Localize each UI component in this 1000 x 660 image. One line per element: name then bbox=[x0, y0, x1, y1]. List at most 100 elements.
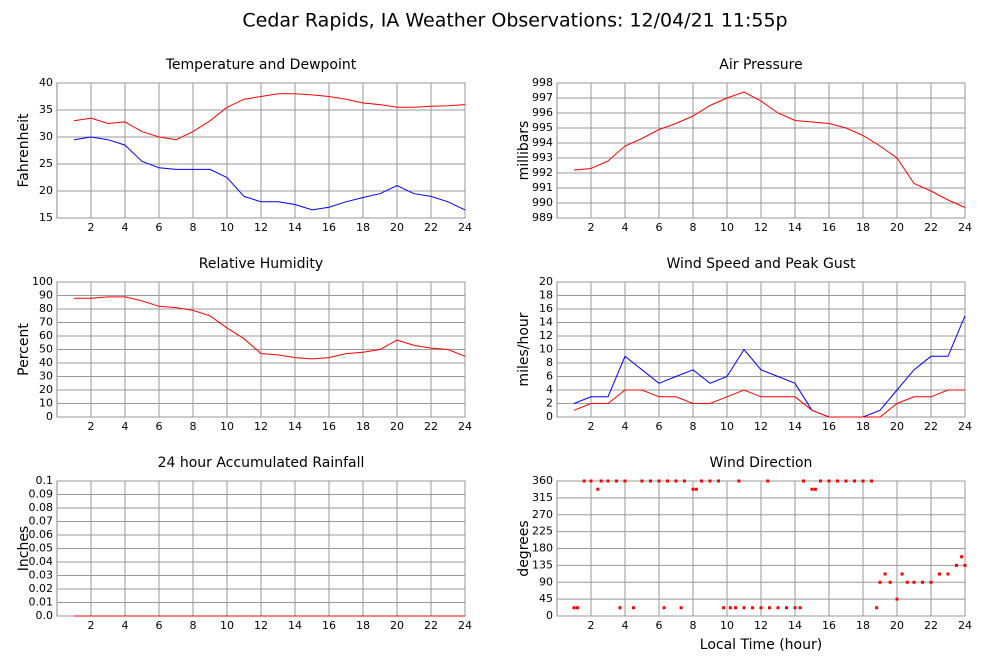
y-tick-label: 80 bbox=[39, 302, 53, 315]
y-tick-label: 180 bbox=[532, 542, 553, 555]
point bbox=[946, 572, 950, 576]
chart-title: 24 hour Accumulated Rainfall bbox=[158, 455, 365, 471]
point bbox=[582, 479, 586, 483]
chart-title: Temperature and Dewpoint bbox=[165, 57, 357, 73]
point bbox=[632, 606, 635, 610]
data-line bbox=[573, 91, 966, 208]
page-title: Cedar Rapids, IA Weather Observations: 1… bbox=[242, 10, 787, 32]
chart-title: Wind Direction bbox=[710, 455, 813, 471]
point bbox=[938, 572, 941, 576]
x-tick-label: 16 bbox=[822, 420, 836, 433]
y-axis-label: Fahrenheit bbox=[16, 113, 32, 188]
x-tick-label: 20 bbox=[890, 221, 904, 234]
x-tick-label: 24 bbox=[458, 420, 472, 433]
y-tick-label: 0 bbox=[46, 410, 53, 423]
x-tick-label: 20 bbox=[890, 619, 904, 632]
x-tick-label: 4 bbox=[622, 221, 629, 234]
x-tick-label: 22 bbox=[924, 619, 938, 632]
point bbox=[827, 479, 831, 483]
x-tick-label: 8 bbox=[190, 619, 197, 632]
y-tick-label: 14 bbox=[539, 316, 553, 329]
point bbox=[657, 479, 661, 483]
point bbox=[963, 563, 967, 567]
x-tick-label: 2 bbox=[588, 619, 595, 632]
y-tick-label: 10 bbox=[539, 343, 553, 356]
y-tick-label: 12 bbox=[539, 329, 553, 342]
x-tick-label: 14 bbox=[288, 221, 302, 234]
point bbox=[888, 580, 892, 584]
point bbox=[722, 606, 726, 610]
y-tick-label: 20 bbox=[539, 275, 553, 288]
y-tick-label: 315 bbox=[532, 491, 553, 504]
x-tick-label: 12 bbox=[254, 420, 268, 433]
y-axis-label: Inches bbox=[16, 526, 32, 571]
x-tick-label: 24 bbox=[958, 221, 972, 234]
point bbox=[836, 479, 839, 483]
y-tick-label: 50 bbox=[39, 343, 53, 356]
point bbox=[895, 597, 899, 601]
x-tick-label: 10 bbox=[220, 420, 234, 433]
point bbox=[905, 580, 909, 584]
data-line bbox=[74, 296, 466, 360]
point bbox=[666, 479, 669, 483]
x-tick-label: 6 bbox=[156, 221, 163, 234]
x-tick-label: 16 bbox=[822, 221, 836, 234]
point bbox=[679, 606, 683, 610]
x-tick-label: 16 bbox=[322, 420, 336, 433]
y-tick-label: 0.04 bbox=[29, 555, 54, 568]
x-tick-label: 12 bbox=[254, 619, 268, 632]
point bbox=[734, 606, 737, 610]
data-line bbox=[573, 315, 966, 418]
x-tick-label: 6 bbox=[156, 420, 163, 433]
point bbox=[640, 479, 644, 483]
x-tick-label: 14 bbox=[788, 221, 802, 234]
point bbox=[878, 580, 882, 584]
point bbox=[575, 606, 579, 610]
x-tick-label: 16 bbox=[322, 221, 336, 234]
point bbox=[960, 555, 964, 559]
y-tick-label: 270 bbox=[532, 508, 553, 521]
x-tick-label: 10 bbox=[720, 420, 734, 433]
x-tick-label: 22 bbox=[424, 420, 438, 433]
y-tick-label: 18 bbox=[539, 289, 553, 302]
point bbox=[921, 580, 924, 584]
y-tick-label: 90 bbox=[539, 575, 553, 588]
chart-title: Relative Humidity bbox=[199, 256, 323, 272]
point bbox=[883, 572, 887, 576]
y-tick-label: 45 bbox=[539, 592, 553, 605]
point bbox=[912, 580, 916, 584]
point bbox=[793, 606, 797, 610]
point bbox=[683, 479, 686, 483]
point bbox=[875, 606, 879, 610]
point bbox=[900, 572, 904, 576]
y-tick-label: 997 bbox=[532, 91, 553, 104]
point bbox=[728, 606, 732, 610]
point bbox=[810, 487, 814, 491]
y-tick-label: 4 bbox=[546, 383, 553, 396]
y-tick-label: 995 bbox=[532, 121, 553, 134]
y-tick-label: 991 bbox=[532, 181, 553, 194]
x-tick-label: 4 bbox=[622, 619, 629, 632]
x-tick-label: 6 bbox=[656, 420, 663, 433]
y-tick-label: 100 bbox=[32, 275, 53, 288]
x-tick-label: 14 bbox=[288, 619, 302, 632]
point bbox=[691, 487, 695, 491]
x-tick-label: 4 bbox=[122, 221, 129, 234]
point bbox=[615, 479, 618, 483]
point bbox=[623, 479, 627, 483]
point bbox=[694, 487, 698, 491]
x-tick-label: 4 bbox=[122, 420, 129, 433]
x-tick-label: 14 bbox=[788, 619, 802, 632]
y-tick-label: 16 bbox=[539, 302, 553, 315]
point bbox=[662, 606, 666, 610]
y-tick-label: 30 bbox=[39, 130, 53, 143]
x-tick-label: 10 bbox=[220, 619, 234, 632]
x-axis-label: Local Time (hour) bbox=[700, 637, 822, 653]
y-tick-label: 0 bbox=[546, 609, 553, 622]
point bbox=[737, 479, 741, 483]
point bbox=[853, 479, 856, 483]
x-tick-label: 14 bbox=[288, 420, 302, 433]
y-axis-label: miles/hour bbox=[516, 312, 532, 386]
y-tick-label: 0.09 bbox=[29, 488, 54, 501]
x-tick-label: 22 bbox=[924, 420, 938, 433]
